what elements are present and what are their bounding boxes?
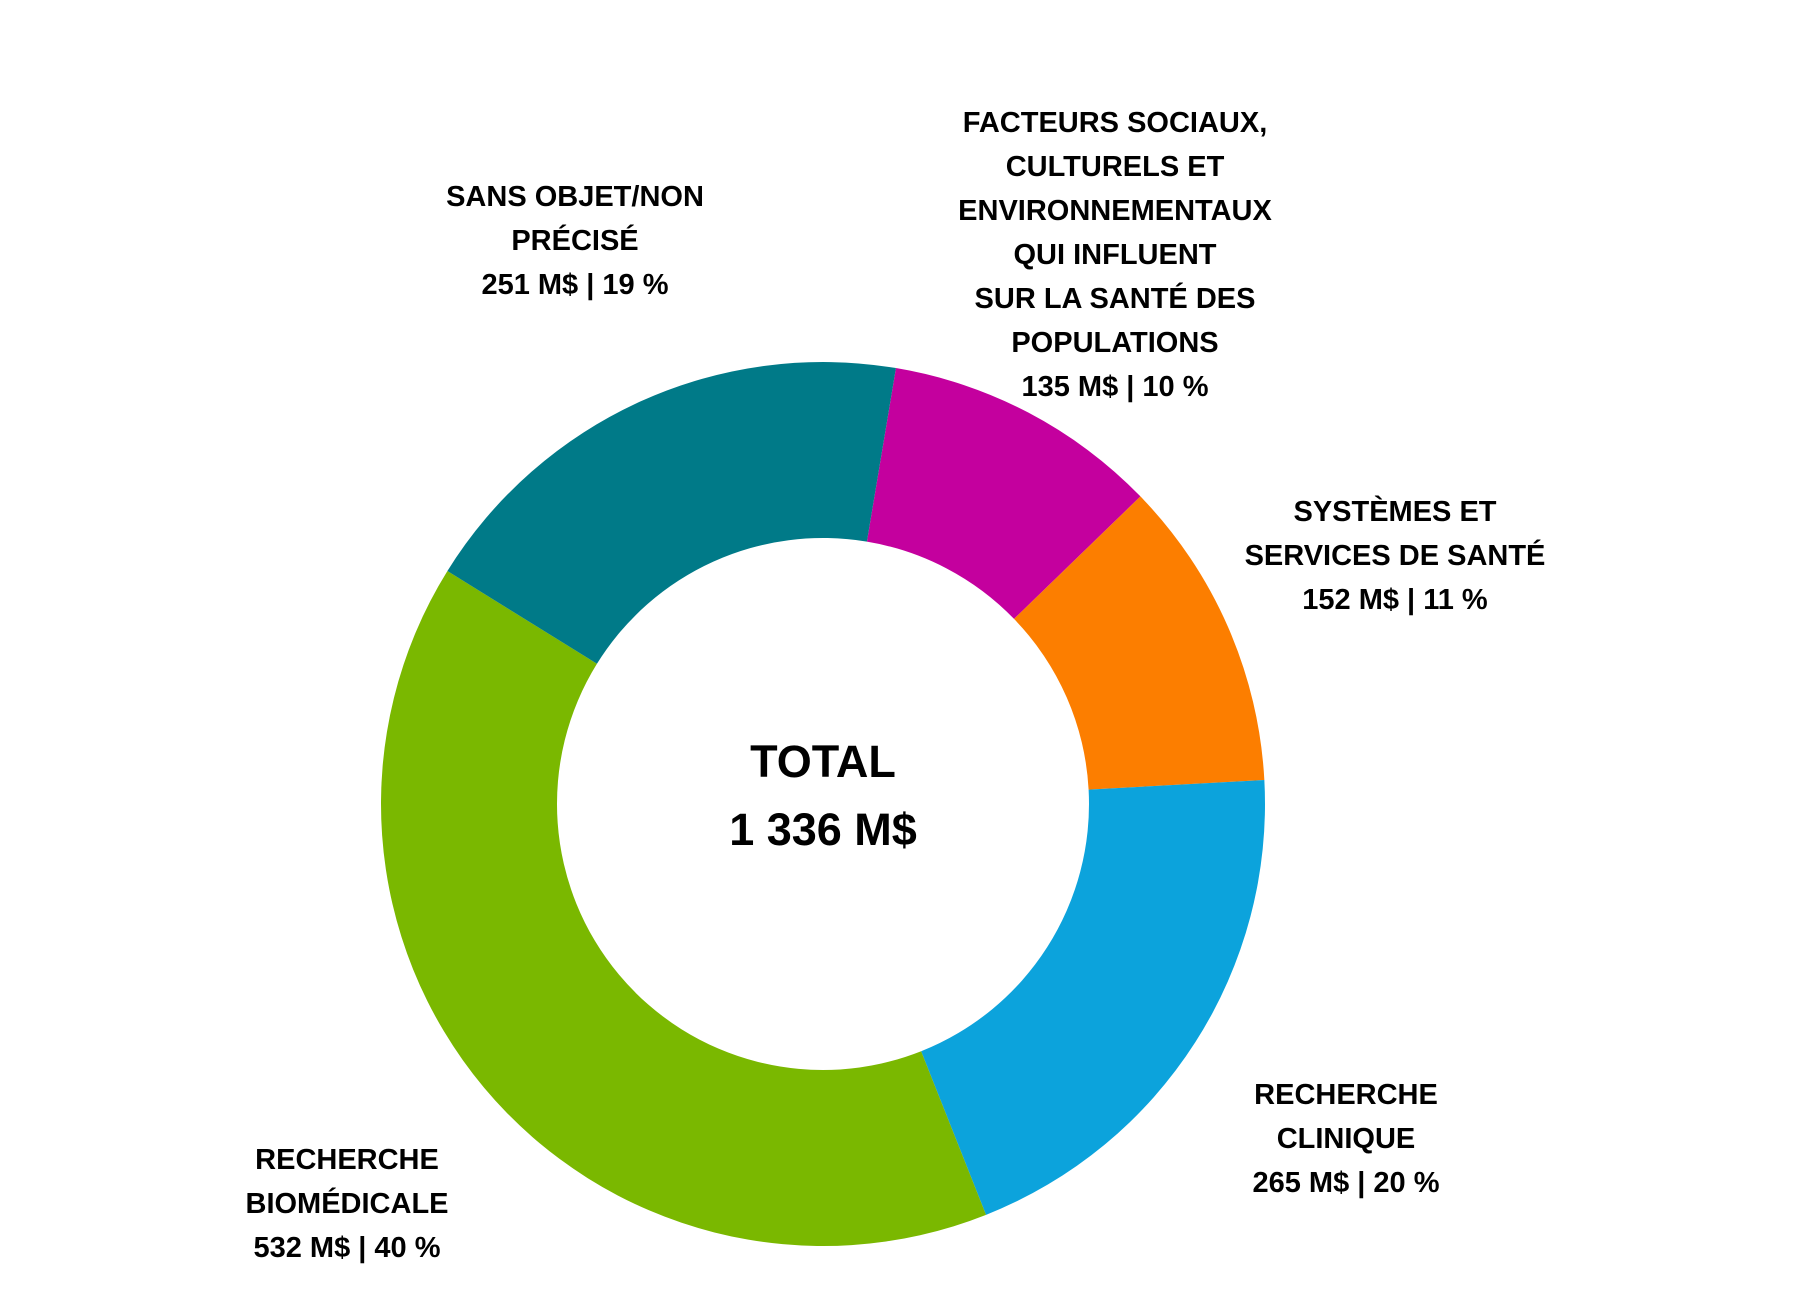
slice-systemes-services-sante <box>1014 496 1265 790</box>
slice-recherche-biomedicale <box>381 570 987 1246</box>
slice-label-recherche-clinique: RECHERCHE CLINIQUE 265 M$ | 20 % <box>1252 1073 1439 1205</box>
label-line: SANS OBJET/NON <box>446 181 704 213</box>
label-line: PRÉCISÉ <box>511 225 639 257</box>
slice-recherche-clinique <box>921 780 1265 1215</box>
label-line: ENVIRONNEMENTAUX <box>958 195 1272 227</box>
slice-label-recherche-biomedicale: RECHERCHE BIOMÉDICALE 532 M$ | 40 % <box>246 1138 449 1270</box>
slice-facteurs-sociaux <box>866 368 1141 619</box>
total-value: 1 336 M$ <box>729 804 917 855</box>
total-title: TOTAL <box>750 736 896 787</box>
slice-label-facteurs-sociaux: FACTEURS SOCIAUX, CULTURELS ET ENVIRONNE… <box>958 101 1272 409</box>
label-line: QUI INFLUENT <box>1013 239 1217 271</box>
label-value: 135 M$ | 10 % <box>1021 371 1209 403</box>
label-line: CULTURELS ET <box>1005 151 1225 183</box>
label-value: 152 M$ | 11 % <box>1302 584 1488 616</box>
label-line: SERVICES DE SANTÉ <box>1244 540 1546 572</box>
label-line: CLINIQUE <box>1276 1123 1416 1155</box>
center-total-label: TOTAL 1 336 M$ <box>729 728 917 864</box>
label-value: 265 M$ | 20 % <box>1252 1167 1440 1199</box>
slice-sans-objet-non-precise <box>447 361 896 664</box>
label-line: POPULATIONS <box>1011 327 1219 359</box>
label-line: RECHERCHE <box>255 1144 439 1176</box>
label-line: SUR LA SANTÉ DES <box>974 283 1256 315</box>
label-line: RECHERCHE <box>1254 1079 1438 1111</box>
slice-label-sans-objet-non-precise: SANS OBJET/NON PRÉCISÉ 251 M$ | 19 % <box>446 175 704 307</box>
label-line: FACTEURS SOCIAUX, <box>962 107 1268 139</box>
slice-label-systemes-services-sante: SYSTÈMES ET SERVICES DE SANTÉ 152 M$ | 1… <box>1245 490 1546 622</box>
label-line: BIOMÉDICALE <box>245 1188 449 1220</box>
label-value: 532 M$ | 40 % <box>253 1232 441 1264</box>
label-value: 251 M$ | 19 % <box>481 269 669 301</box>
label-line: SYSTÈMES ET <box>1293 496 1497 528</box>
